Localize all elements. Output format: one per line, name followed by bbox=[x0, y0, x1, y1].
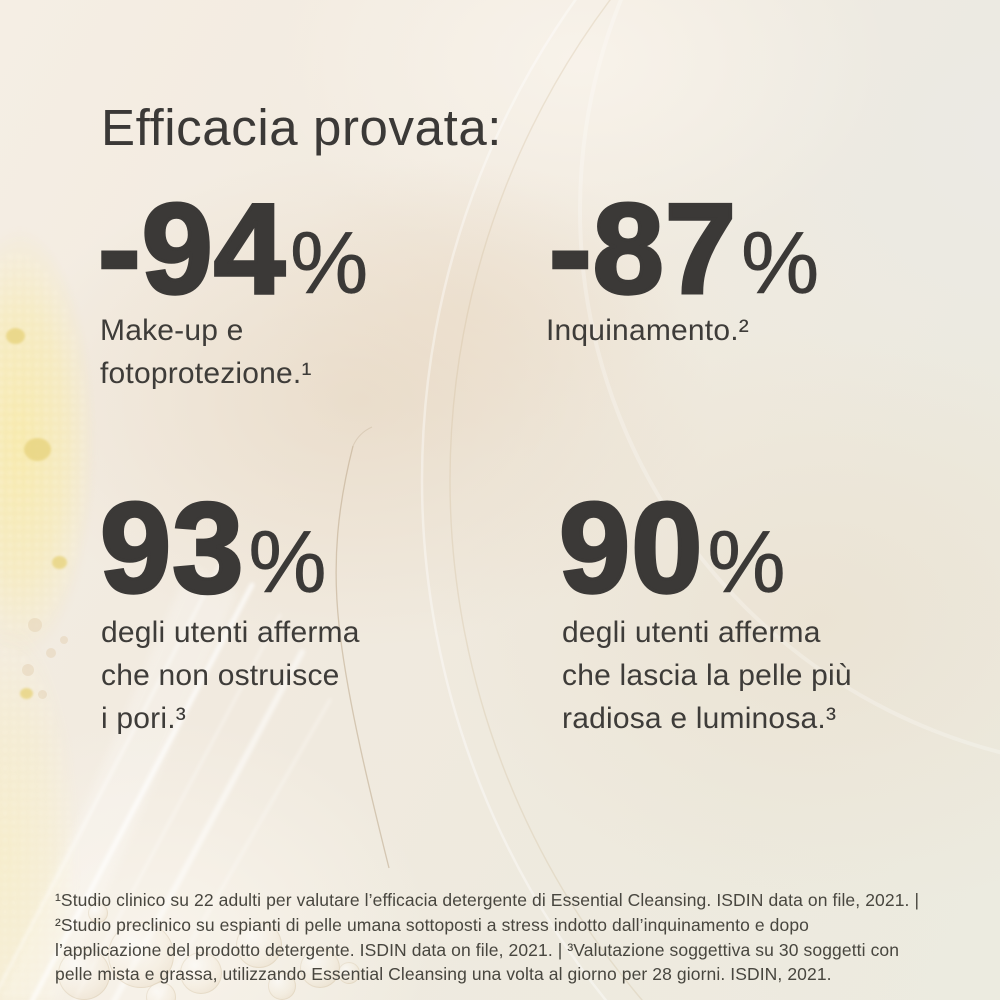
percent-sign: % bbox=[248, 512, 327, 612]
footnote: ¹Studio clinico su 22 adulti per valutar… bbox=[55, 888, 919, 987]
stat-pollution-value: -87% bbox=[547, 184, 820, 315]
bubble bbox=[236, 922, 282, 968]
stat-makeup-value: -94% bbox=[96, 184, 369, 315]
stat-makeup-label: Make-up e fotoprotezione.¹ bbox=[100, 309, 312, 395]
footnote-line: ¹Studio clinico su 22 adulti per valutar… bbox=[55, 890, 920, 910]
stat-label-line: fotoprotezione.¹ bbox=[100, 357, 312, 390]
stat-label-line: Make-up e bbox=[100, 314, 244, 347]
stat-pollution-label: Inquinamento.² bbox=[546, 309, 749, 352]
page-title: Efficacia provata: bbox=[101, 99, 503, 156]
bubble-dot bbox=[22, 664, 34, 676]
stat-label-line: che lascia la pelle più bbox=[562, 659, 852, 692]
stat-value: -87 bbox=[547, 178, 737, 321]
stat-label-line: degli utenti afferma bbox=[101, 616, 360, 649]
stat-value: -94 bbox=[96, 178, 286, 321]
stat-label-line: radiosa e luminosa.³ bbox=[562, 702, 837, 735]
bubble bbox=[108, 922, 174, 988]
foam-droplet bbox=[6, 328, 25, 344]
bubble-dot bbox=[60, 636, 68, 644]
stat-label-line: i pori.³ bbox=[101, 702, 186, 735]
bubble bbox=[300, 948, 340, 988]
bubble bbox=[268, 972, 296, 1000]
bubble bbox=[338, 962, 360, 984]
foam-droplet bbox=[20, 688, 33, 699]
stat-radiance-value: 90% bbox=[557, 483, 786, 614]
bubble bbox=[146, 982, 176, 1000]
foam-droplet bbox=[52, 556, 67, 569]
stat-value: 90 bbox=[557, 477, 704, 620]
stat-radiance-label: degli utenti afferma che lascia la pelle… bbox=[562, 611, 852, 740]
percent-sign: % bbox=[741, 213, 820, 313]
stat-pores-value: 93% bbox=[98, 483, 327, 614]
bubble-dot bbox=[28, 618, 42, 632]
footnote-line: ²Studio preclinico su espianti di pelle … bbox=[55, 914, 810, 935]
foam-droplet bbox=[24, 438, 51, 461]
bubble bbox=[58, 948, 110, 1000]
percent-sign: % bbox=[707, 512, 786, 612]
bubble bbox=[88, 903, 108, 923]
stat-value: 93 bbox=[98, 477, 245, 620]
bubble-dot bbox=[38, 690, 47, 699]
stat-pores-label: degli utenti afferma che non ostruisce i… bbox=[101, 611, 360, 740]
bubble-dot bbox=[46, 648, 56, 658]
percent-sign: % bbox=[290, 213, 369, 313]
stat-label-line: che non ostruisce bbox=[101, 659, 340, 692]
footnote-line: pelle mista e grassa, utilizzando Essent… bbox=[55, 964, 832, 985]
stat-label-line: Inquinamento.² bbox=[546, 314, 749, 347]
bubble bbox=[180, 952, 222, 994]
footnote-line: l’applicazione del prodotto detergente. … bbox=[55, 939, 900, 960]
stat-label-line: degli utenti afferma bbox=[562, 616, 821, 649]
